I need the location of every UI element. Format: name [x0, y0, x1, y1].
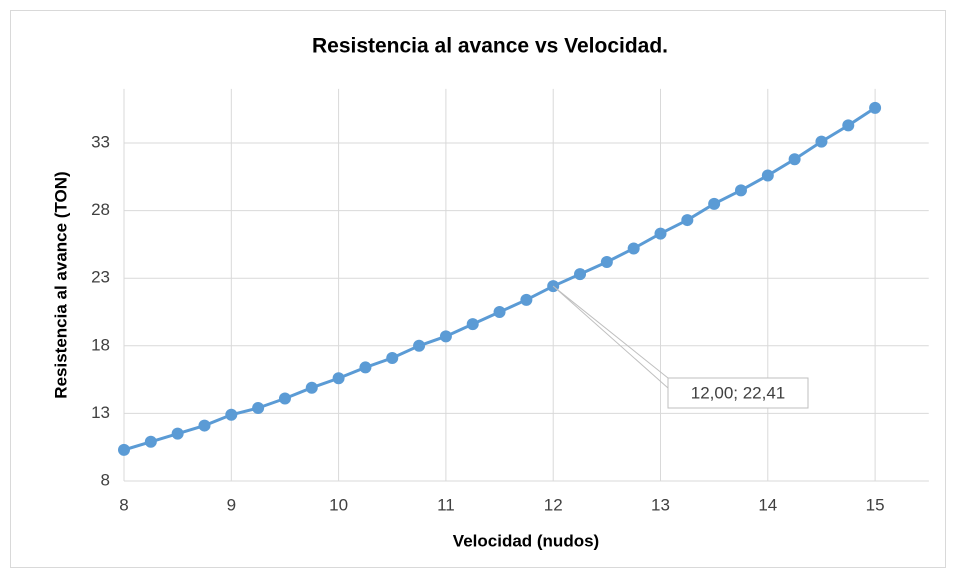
data-point [439, 330, 452, 343]
data-point [171, 427, 184, 440]
y-tick-label: 18 [91, 335, 110, 354]
data-point [654, 227, 667, 240]
x-axis-label: Velocidad (nudos) [453, 531, 599, 550]
data-point [198, 419, 211, 432]
data-point [681, 214, 694, 227]
x-tick-label: 8 [119, 495, 128, 514]
data-point [815, 135, 828, 148]
data-point [118, 443, 130, 456]
x-tick-label: 9 [227, 495, 236, 514]
y-tick-label: 33 [91, 132, 110, 151]
data-point [574, 268, 587, 281]
data-point [359, 361, 372, 374]
data-point [332, 372, 345, 385]
data-point [708, 197, 721, 210]
y-tick-label: 8 [101, 470, 110, 489]
data-point [466, 318, 479, 331]
data-point [600, 255, 613, 268]
data-point [627, 242, 640, 255]
data-point [386, 351, 399, 364]
annotation-box [667, 377, 809, 409]
annotation-label: 12,00; 22,41 [691, 383, 786, 402]
y-tick-label: 28 [91, 200, 110, 219]
data-point [144, 435, 157, 448]
data-point [788, 153, 801, 166]
annotation-leader [552, 285, 669, 389]
x-tick-label: 13 [651, 495, 670, 514]
y-tick-label: 23 [91, 268, 110, 287]
x-tick-label: 12 [544, 495, 563, 514]
chart-border [10, 10, 946, 568]
data-point [252, 401, 265, 414]
chart-title: Resistencia al avance vs Velocidad. [312, 35, 668, 58]
data-point [493, 306, 506, 318]
data-point [734, 184, 747, 197]
data-point [278, 392, 291, 405]
x-tick-label: 11 [437, 495, 455, 514]
data-point [842, 119, 855, 132]
data-point [761, 169, 774, 182]
x-tick-label: 10 [329, 495, 348, 514]
x-tick-label: 15 [866, 495, 885, 514]
data-point [305, 381, 318, 394]
data-point [869, 101, 882, 114]
x-tick-label: 14 [758, 495, 777, 514]
y-axis-label: Resistencia al avance (TON) [51, 171, 70, 398]
data-point [225, 408, 238, 421]
y-tick-label: 13 [91, 403, 110, 422]
data-point [413, 339, 426, 352]
data-point [520, 293, 533, 306]
